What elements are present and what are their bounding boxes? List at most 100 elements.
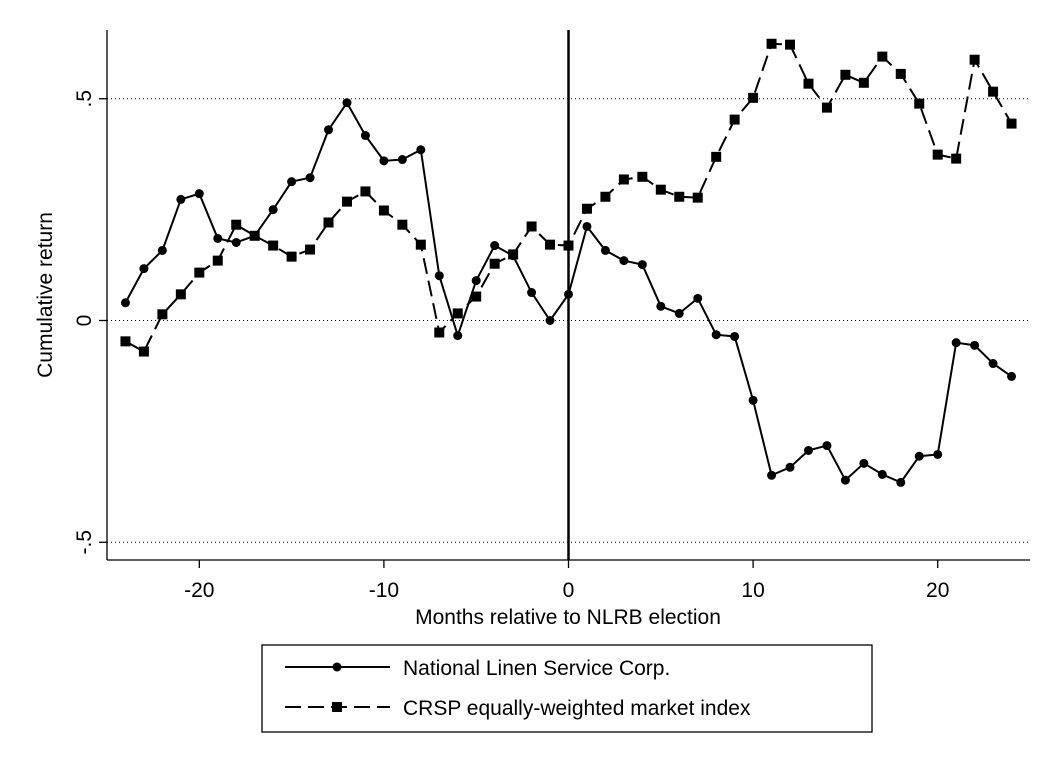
data-point xyxy=(933,449,943,459)
data-point xyxy=(988,359,998,369)
data-point xyxy=(970,340,980,350)
data-point xyxy=(286,251,297,262)
legend-label: CRSP equally-weighted market index xyxy=(403,697,751,720)
data-point xyxy=(324,125,334,135)
data-point xyxy=(766,38,777,49)
data-point xyxy=(877,51,888,62)
data-point xyxy=(600,191,611,202)
data-point xyxy=(674,191,685,202)
legend-marker xyxy=(332,702,342,712)
data-point xyxy=(231,219,242,230)
data-point xyxy=(341,196,352,207)
data-point xyxy=(231,237,241,247)
data-point xyxy=(490,241,500,251)
data-point xyxy=(434,327,445,338)
data-point xyxy=(969,54,980,65)
data-point xyxy=(545,239,556,250)
data-point xyxy=(877,469,887,479)
data-point xyxy=(858,77,869,88)
data-point xyxy=(139,264,149,274)
data-point xyxy=(434,271,444,281)
data-point xyxy=(840,475,850,485)
data-point xyxy=(527,288,537,298)
data-point xyxy=(157,245,167,255)
data-point xyxy=(268,205,278,215)
legend-box xyxy=(261,644,873,733)
data-point xyxy=(692,192,703,203)
x-tick-label: -20 xyxy=(184,579,214,602)
data-point xyxy=(397,219,408,230)
data-point xyxy=(674,308,684,318)
data-point xyxy=(489,258,500,269)
data-point xyxy=(730,331,740,341)
data-point xyxy=(785,462,795,472)
data-point xyxy=(268,240,279,251)
data-point xyxy=(637,171,648,182)
data-point xyxy=(342,98,352,108)
data-point xyxy=(951,338,961,348)
data-point xyxy=(693,293,703,303)
legend-label: National Linen Service Corp. xyxy=(403,657,670,680)
y-tick-label: .5 xyxy=(73,90,96,108)
data-point xyxy=(360,186,371,197)
data-point xyxy=(415,239,426,250)
data-point xyxy=(157,309,168,320)
data-point xyxy=(120,336,131,347)
data-point xyxy=(822,441,832,451)
data-point xyxy=(748,92,759,103)
data-point xyxy=(914,98,925,109)
y-tick-label: 0 xyxy=(73,315,96,327)
data-point xyxy=(932,149,943,160)
data-point xyxy=(323,217,334,228)
data-point xyxy=(212,255,223,266)
data-point xyxy=(711,330,721,340)
data-point xyxy=(803,445,813,455)
data-point xyxy=(1007,371,1017,381)
data-point xyxy=(859,458,869,468)
data-point xyxy=(194,267,205,278)
data-point xyxy=(711,151,722,162)
y-tick-label: -.5 xyxy=(73,530,96,555)
data-point xyxy=(379,156,389,166)
x-tick-label: 0 xyxy=(563,579,575,602)
data-point xyxy=(526,221,537,232)
data-point xyxy=(896,477,906,487)
data-point xyxy=(360,131,370,141)
data-point xyxy=(600,245,610,255)
data-point xyxy=(471,276,481,286)
data-point xyxy=(767,470,777,480)
data-point xyxy=(656,301,666,311)
data-point xyxy=(120,298,130,308)
data-point xyxy=(748,395,758,405)
data-point xyxy=(508,249,519,260)
data-point xyxy=(452,308,463,319)
data-point xyxy=(618,174,629,185)
data-point xyxy=(821,102,832,113)
data-point xyxy=(563,240,574,251)
data-point xyxy=(951,153,962,164)
data-point xyxy=(637,260,647,270)
data-point xyxy=(1006,118,1017,129)
data-point xyxy=(988,86,999,97)
data-point xyxy=(287,177,297,187)
data-point xyxy=(581,203,592,214)
x-axis-title: Months relative to NLRB election xyxy=(415,606,721,629)
data-point xyxy=(213,233,223,243)
data-point xyxy=(397,155,407,165)
data-point xyxy=(249,230,260,241)
data-point xyxy=(564,289,573,299)
data-point xyxy=(175,289,186,300)
data-point xyxy=(453,331,463,341)
data-point xyxy=(305,173,315,183)
data-point xyxy=(655,184,666,195)
data-point xyxy=(176,194,186,204)
x-tick-label: -10 xyxy=(369,579,399,602)
data-point xyxy=(138,346,149,357)
x-tick-label: 10 xyxy=(741,579,764,602)
y-axis-title: Cumulative return xyxy=(34,212,57,378)
data-point xyxy=(840,69,851,80)
data-point xyxy=(545,316,555,326)
data-point xyxy=(729,114,740,125)
